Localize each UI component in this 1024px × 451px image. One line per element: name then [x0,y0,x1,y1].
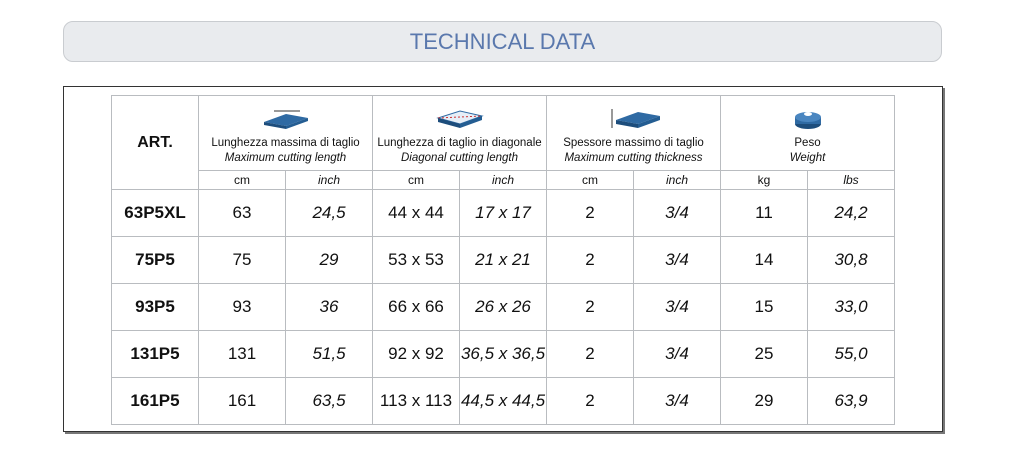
value-cell: 11 [720,189,808,237]
unit-header: cm [198,170,286,190]
value-cell: 3/4 [633,189,721,237]
value-cell: 29 [285,236,373,284]
value-cell: 2 [546,236,634,284]
value-cell: 3/4 [633,283,721,331]
unit-header: cm [546,170,634,190]
value-cell: 2 [546,377,634,425]
value-cell: 92 x 92 [372,330,460,378]
group-label: Lunghezza di taglio in diagonale [377,137,542,149]
value-cell: 2 [546,330,634,378]
group-label: Peso [794,137,821,149]
value-cell: 14 [720,236,808,284]
value-cell: 24,5 [285,189,373,237]
data-row: 93P5 93 36 66 x 66 26 x 26 2 3/4 15 33,0 [111,283,895,331]
model-cell: 75P5 [111,236,199,284]
value-cell: 2 [546,189,634,237]
group-label: Lunghezza massima di taglio [211,137,360,149]
value-cell: 75 [198,236,286,284]
value-cell: 21 x 21 [459,236,547,284]
unit-header: inch [285,170,373,190]
value-cell: 44,5 x 44,5 [459,377,547,425]
group-sublabel: Weight [789,152,826,164]
data-row: 131P5 131 51,5 92 x 92 36,5 x 36,5 2 3/4 25 55,0 [111,330,895,378]
value-cell: 24,2 [807,189,895,237]
value-cell: 55,0 [807,330,895,378]
model-cell: 131P5 [111,330,199,378]
table-frame [63,86,943,432]
value-cell: 44 x 44 [372,189,460,237]
group-sublabel: Maximum cutting length [224,152,347,164]
value-cell: 25 [720,330,808,378]
value-cell: 17 x 17 [459,189,547,237]
art-header: ART. [111,95,199,190]
group-label: Spessore massimo di taglio [563,137,704,149]
data-row: 63P5XL 63 24,5 44 x 44 17 x 17 2 3/4 11 24,2 [111,189,895,237]
value-cell: 36 [285,283,373,331]
value-cell: 51,5 [285,330,373,378]
unit-header: inch [459,170,547,190]
length-icon [263,110,308,129]
value-cell: 66 x 66 [372,283,460,331]
value-cell: 29 [720,377,808,425]
diagonal-icon [435,110,484,128]
value-cell: 113 x 113 [372,377,460,425]
group-header: Lunghezza massima di taglio Maximum cutti… [198,95,373,171]
unit-header: cm [372,170,460,190]
value-cell: 93 [198,283,286,331]
value-cell: 26 x 26 [459,283,547,331]
value-cell: 36,5 x 36,5 [459,330,547,378]
model-cell: 93P5 [111,283,199,331]
group-sublabel: Maximum cutting thickness [564,152,703,164]
data-row: 161P5 161 63,5 113 x 113 44,5 x 44,5 2 3/4 29 63… [111,377,895,425]
value-cell: 161 [198,377,286,425]
model-cell: 161P5 [111,377,199,425]
value-cell: 63,9 [807,377,895,425]
model-cell: 63P5XL [111,189,199,237]
tech-table: ART. Lunghezza massima di taglio Maximum … [111,95,895,425]
value-cell: 53 x 53 [372,236,460,284]
unit-header: kg [720,170,808,190]
value-cell: 2 [546,283,634,331]
unit-header: lbs [807,170,895,190]
value-cell: 131 [198,330,286,378]
group-header: Lunghezza di taglio in diagonale Diagonal… [372,95,547,171]
thickness-icon [611,109,660,128]
section-title: TECHNICAL DATA [63,21,942,62]
value-cell: 3/4 [633,330,721,378]
value-cell: 30,8 [807,236,895,284]
group-sublabel: Diagonal cutting length [401,152,518,164]
value-cell: 63,5 [285,377,373,425]
value-cell: 63 [198,189,286,237]
value-cell: 3/4 [633,377,721,425]
data-row: 75P5 75 29 53 x 53 21 x 21 2 3/4 14 30,8 [111,236,895,284]
unit-header: inch [633,170,721,190]
units-row: cm inch cm inch cm inch kg lbs [112,170,895,190]
value-cell: 3/4 [633,236,721,284]
weight-icon [794,112,821,129]
group-header: Spessore massimo di taglio Maximum cuttin… [546,95,721,171]
value-cell: 15 [720,283,808,331]
group-header: Peso Weight [720,95,895,171]
value-cell: 33,0 [807,283,895,331]
